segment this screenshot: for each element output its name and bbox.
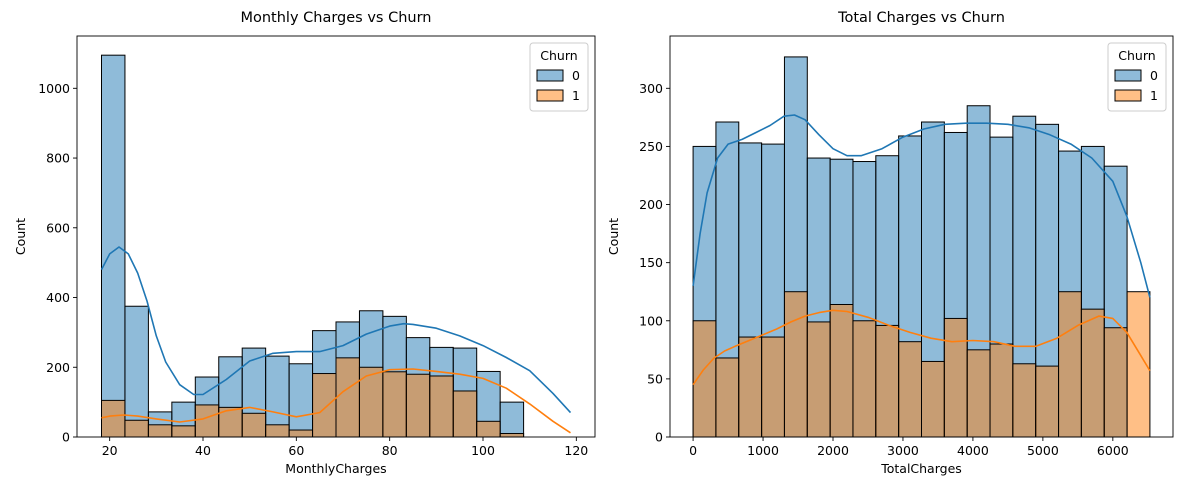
bar-churn0-bin0	[101, 54, 126, 438]
legend-swatch-churn0	[1114, 69, 1142, 82]
bar-churn1-bin15	[1035, 365, 1060, 438]
bar-churn1-bin17	[1080, 308, 1105, 438]
y-axis-label: Count	[606, 218, 621, 255]
y-tick-label: 300	[639, 81, 663, 96]
legend-swatch-churn1	[1114, 89, 1142, 102]
bar-churn1-bin10	[335, 357, 360, 438]
bar-churn1-bin7	[265, 424, 290, 438]
legend-label-churn1: 1	[572, 88, 580, 103]
y-tick-label: 200	[639, 197, 663, 212]
x-tick-label: 60	[288, 443, 304, 458]
y-axis-label: Count	[13, 218, 28, 255]
legend: Churn 0 1	[529, 42, 589, 112]
x-axis-label: TotalCharges	[880, 461, 962, 476]
bar-churn1-bin6	[241, 412, 267, 438]
bar-churn1-bin1	[124, 419, 149, 438]
y-tick-label: 0	[62, 430, 70, 445]
chart-monthly-charges: 20 40 60 80 100 120 0 200 400 600 800 1000 Monthly C…	[13, 10, 596, 476]
bar-churn1-bin8	[875, 324, 900, 438]
bar-churn1-bin16	[1058, 291, 1082, 438]
bar-churn0-bin17	[499, 401, 525, 438]
kde-line-churn1	[101, 368, 571, 434]
bar-churn1-bin7	[852, 320, 877, 438]
legend-label-churn0: 0	[572, 68, 580, 83]
y-tick-label: 1000	[38, 81, 70, 96]
x-tick-label: 1000	[747, 443, 779, 458]
bar-churn1-bin0	[101, 399, 126, 438]
bar-churn1-bin14	[1012, 363, 1037, 438]
axes-frame	[669, 35, 1174, 438]
y-tick-label: 200	[46, 360, 70, 375]
x-tick-label: 120	[564, 443, 588, 458]
y-tick-label: 800	[46, 151, 70, 166]
y-tick-label: 400	[46, 290, 70, 305]
kde-line-churn0	[100, 246, 572, 414]
x-tick-label: 0	[689, 443, 697, 458]
x-tick-label: 100	[471, 443, 495, 458]
y-tick-label: 250	[639, 139, 663, 154]
bar-churn1-bin14	[429, 375, 454, 438]
chart-total-charges: 0 1000 2000 3000 4000 5000 6000050100150200250…	[606, 10, 1174, 476]
bar-churn1-bin17	[499, 433, 525, 438]
bar-churn1-bin4	[783, 291, 808, 438]
y-tick-label: 600	[46, 220, 70, 235]
x-tick-label: 6000	[1097, 443, 1129, 458]
bar-churn1-bin9	[312, 373, 337, 438]
bar-churn1-bin3	[171, 425, 196, 438]
bar-churn1-bin9	[898, 341, 923, 438]
bar-churn1-bin13	[989, 343, 1014, 438]
chart-title: Monthly Charges vs Churn	[240, 10, 431, 26]
y-tick-label: 100	[639, 313, 663, 328]
bar-churn0-bin8	[288, 363, 314, 438]
legend-swatch-churn1	[536, 89, 564, 102]
y-tick-label: 50	[647, 371, 663, 386]
bar-churn1-bin8	[288, 429, 314, 438]
bar-churn1-bin2	[738, 336, 763, 438]
legend-label-churn1: 1	[1150, 88, 1158, 103]
legend-label-churn0: 0	[1150, 68, 1158, 83]
x-tick-label: 80	[382, 443, 398, 458]
bar-churn1-bin18	[1103, 327, 1128, 438]
x-tick-label: 20	[102, 443, 118, 458]
legend-title: Churn	[540, 48, 577, 63]
bar-churn1-bin12	[966, 349, 991, 438]
bar-churn1-bin1	[715, 357, 740, 438]
x-tick-label: 2000	[817, 443, 849, 458]
bar-churn1-bin2	[147, 424, 173, 438]
legend: Churn 0 1	[1107, 42, 1167, 112]
bar-churn1-bin3	[761, 336, 785, 438]
legend-title: Churn	[1118, 48, 1155, 63]
bar-churn1-bin16	[476, 420, 501, 438]
x-axis-label: MonthlyCharges	[285, 461, 386, 476]
x-tick-label: 40	[195, 443, 211, 458]
bar-churn1-bin5	[806, 321, 831, 438]
bar-churn1-bin13	[405, 373, 431, 438]
chart-title: Total Charges vs Churn	[837, 10, 1005, 26]
bar-churn1-bin15	[452, 390, 478, 438]
x-tick-label: 3000	[887, 443, 919, 458]
x-tick-label: 5000	[1027, 443, 1059, 458]
legend-swatch-churn0	[536, 69, 564, 82]
kde-line-churn0	[692, 114, 1151, 298]
kde-line-churn1	[692, 309, 1151, 386]
bar-churn1-bin11	[943, 317, 968, 438]
bar-churn1-bin10	[921, 360, 945, 438]
y-tick-label: 150	[639, 255, 663, 270]
bar-churn1-bin12	[382, 371, 407, 438]
bar-churn1-bin6	[829, 303, 854, 438]
axes-frame	[76, 35, 596, 438]
bar-churn1-bin4	[194, 404, 220, 438]
x-tick-label: 4000	[957, 443, 989, 458]
y-tick-label: 0	[655, 430, 663, 445]
